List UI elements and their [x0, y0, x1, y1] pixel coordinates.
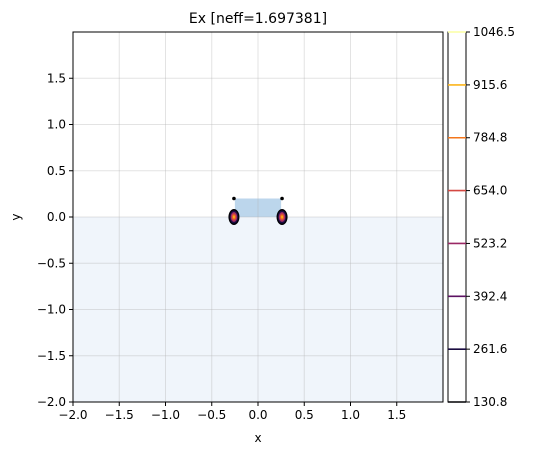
field-hotspots	[228, 196, 288, 225]
x-tick-label: 1.5	[387, 408, 406, 422]
x-tick-label: 1.0	[341, 408, 360, 422]
y-tick-label: −1.5	[37, 349, 66, 363]
region-substrate	[73, 217, 443, 402]
colorbar-tick-label: 130.8	[473, 395, 507, 409]
x-tick-label: −0.5	[197, 408, 226, 422]
colorbar-level-lines	[448, 31, 466, 403]
y-tick-label: 1.5	[47, 71, 66, 85]
y-tick-label: 1.0	[47, 118, 66, 132]
hotspot	[228, 196, 240, 225]
x-tick-label: 0.5	[295, 408, 314, 422]
colorbar-tick-label: 523.2	[473, 236, 507, 250]
colorbar-tick-label: 654.0	[473, 184, 507, 198]
colorbar: 1046.5 915.6 784.8 654.0 523.2 392.4 261.6 130.…	[447, 25, 515, 409]
x-tick-label: −1.5	[105, 408, 134, 422]
y-axis-label: y	[9, 213, 23, 220]
x-axis-ticks: −2.0 −1.5 −1.0 −0.5 0.0 0.5 1.0 1.5	[58, 402, 406, 422]
hotspot	[276, 196, 288, 225]
y-axis-ticks: 1.5 1.0 0.5 0.0 −0.5 −1.0 −1.5 −2.0	[37, 71, 73, 409]
x-axis-label: x	[254, 431, 261, 445]
chart-title: Ex [neff=1.697381]	[189, 11, 327, 27]
y-tick-label: −2.0	[37, 395, 66, 409]
x-tick-label: −1.0	[151, 408, 180, 422]
hotspot-contour	[281, 215, 283, 219]
colorbar-tick-label: 915.6	[473, 78, 507, 92]
x-tick-label: 0.0	[248, 408, 267, 422]
colorbar-frame	[447, 31, 467, 403]
colorbar-tick-label: 1046.5	[473, 25, 515, 39]
hotspot-marker	[232, 196, 236, 201]
y-tick-label: 0.5	[47, 164, 66, 178]
material-regions	[73, 198, 443, 402]
hotspot-contour	[233, 215, 235, 219]
grid-lines	[73, 32, 443, 402]
y-tick-label: −1.0	[37, 303, 66, 317]
colorbar-tick-label: 784.8	[473, 131, 507, 145]
plot-area: −2.0 −1.5 −1.0 −0.5 0.0 0.5 1.0 1.5 1.5 1.0 0.5 0.…	[37, 31, 444, 422]
y-tick-label: −0.5	[37, 256, 66, 270]
region-core	[234, 198, 282, 217]
colorbar-ticks: 1046.5 915.6 784.8 654.0 523.2 392.4 261.6 130.…	[466, 25, 515, 409]
colorbar-tick-label: 261.6	[473, 342, 507, 356]
hotspot-marker	[280, 196, 284, 201]
colorbar-tick-label: 392.4	[473, 289, 507, 303]
x-tick-label: −2.0	[58, 408, 87, 422]
y-tick-label: 0.0	[47, 210, 66, 224]
